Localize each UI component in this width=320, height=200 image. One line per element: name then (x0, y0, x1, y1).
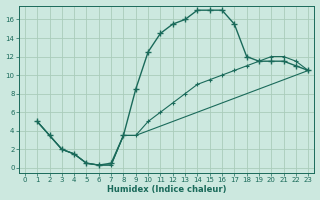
X-axis label: Humidex (Indice chaleur): Humidex (Indice chaleur) (107, 185, 226, 194)
